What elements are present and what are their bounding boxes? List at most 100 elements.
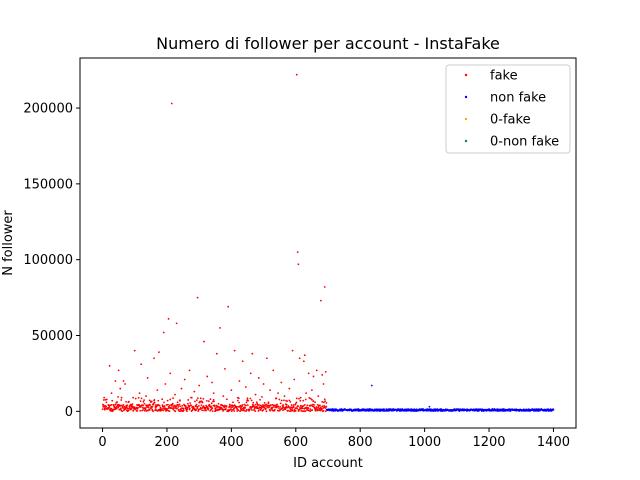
point-fake [173,407,175,410]
point-fake [148,408,151,411]
point-fake [297,405,299,408]
plot-frame [79,57,577,429]
point-fake [211,381,213,384]
point-fake [133,349,136,352]
point-fake [240,408,242,411]
point-fake [108,364,111,367]
point-fake [118,408,121,411]
point-fake [203,409,205,412]
point-fake [158,404,161,407]
point-fake [141,409,144,412]
point-fake [151,405,154,408]
point-fake [120,409,123,412]
point-fake [201,401,204,404]
point-fake [186,410,188,413]
point-fake [270,408,273,410]
point-fake [202,397,205,400]
point-fake [164,383,167,385]
point-fake [153,357,155,360]
point-fake [244,406,247,409]
point-fake [217,402,220,405]
point-fake [295,73,298,76]
point-fake [295,397,298,400]
point-fake [284,408,287,411]
point-fake [139,400,142,403]
point-fake [245,408,248,411]
point-fake [324,410,327,413]
point-fake [177,404,180,407]
point-fake [191,405,194,408]
point-fake [175,405,178,408]
point-fake [207,408,210,411]
point-fake [115,407,117,410]
point-fake [157,399,160,402]
point-fake [307,372,310,375]
ticks-layer: 0 200 400 600 800 1000 1200 1400 0 50000 100000 150… [23,102,570,450]
point-fake [117,396,119,398]
point-fake [203,340,205,343]
point-fake [174,393,176,396]
point-fake [190,404,193,407]
point-fake [188,407,191,410]
point-fake [166,399,169,402]
point-fake [287,409,289,412]
point-fake [249,372,252,375]
point-fake [109,404,112,407]
point-fake [156,410,159,412]
point-fake [288,399,291,402]
point-fake [294,409,297,412]
point-fake [324,370,327,373]
point-fake [294,402,297,405]
point-fake [325,401,328,404]
point-non-fake [396,409,399,412]
point-fake [201,409,203,412]
point-fake [277,392,279,395]
point-fake [182,409,185,412]
point-fake [293,408,296,411]
point-fake [119,404,122,407]
point-fake [258,404,260,406]
point-fake [246,399,249,401]
point-fake [142,404,145,407]
point-fake [256,402,259,405]
point-fake [302,399,305,402]
point-fake [239,410,241,413]
point-fake [224,404,226,407]
point-fake [199,397,202,400]
point-fake [281,407,284,410]
point-fake [207,400,210,403]
point-fake [144,408,147,410]
point-fake [197,410,200,413]
point-fake [172,408,175,411]
point-fake [129,408,131,410]
point-fake [122,380,125,382]
point-fake [131,403,134,406]
point-fake [311,389,313,391]
point-fake [322,383,325,385]
point-fake [195,409,197,412]
point-fake [181,405,184,407]
point-fake [297,263,300,266]
point-fake [176,401,179,404]
point-fake [149,400,152,403]
point-fake [290,404,293,406]
point-fake [279,402,282,405]
point-fake [303,403,306,406]
point-fake [233,349,236,352]
point-fake [306,404,309,407]
point-fake [172,405,175,408]
point-fake [172,397,174,400]
point-fake [278,409,281,412]
point-fake [157,403,159,406]
point-fake [210,402,213,405]
point-non-fake [507,408,510,411]
point-fake [152,410,155,413]
point-fake [202,405,205,407]
point-fake [105,398,108,401]
x-tick-label: 600 [283,435,308,450]
point-fake [214,408,217,410]
point-fake [143,409,146,412]
point-fake [311,398,313,401]
point-fake [120,399,123,401]
